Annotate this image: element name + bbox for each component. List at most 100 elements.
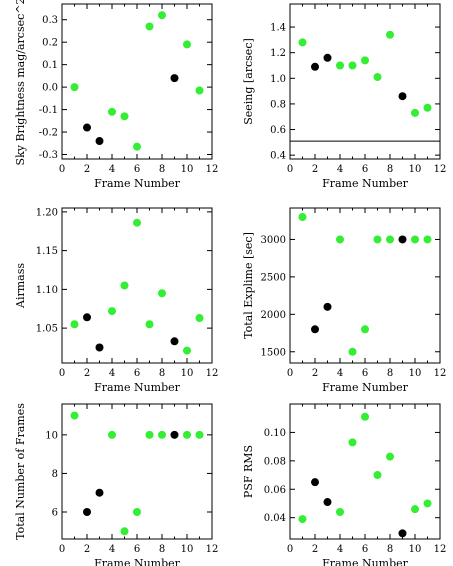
x-tick-label: 6 [134, 544, 140, 555]
x-axis-label: Frame Number [94, 557, 181, 566]
data-point [170, 337, 179, 346]
x-tick-label: 4 [109, 544, 115, 555]
data-point [311, 478, 319, 487]
x-tick-label: 6 [362, 164, 368, 175]
y-tick-label: 8 [52, 469, 58, 480]
x-tick-label: 2 [84, 544, 90, 555]
y-tick-label: 0.3 [42, 15, 58, 26]
y-axis-label: Seeing [arcsec] [242, 38, 255, 125]
y-tick-label: 0.2 [42, 38, 58, 49]
data-point [108, 307, 116, 316]
x-tick-label: 0 [59, 368, 65, 379]
y-tick-label: 0.06 [264, 485, 286, 496]
data-point [170, 74, 179, 83]
x-tick-label: 6 [362, 368, 368, 379]
data-point [83, 313, 91, 322]
data-point [386, 235, 394, 244]
x-tick-label: 8 [387, 368, 393, 379]
x-tick-label: 2 [312, 164, 318, 175]
x-tick-label: 12 [206, 544, 219, 555]
x-tick-label: 0 [287, 544, 293, 555]
y-tick-label: -0.1 [39, 105, 58, 116]
y-tick-label: 1.15 [36, 246, 58, 257]
data-point [336, 508, 344, 516]
data-point [195, 86, 204, 95]
y-tick-label: 1.05 [36, 324, 58, 335]
x-tick-label: 10 [409, 368, 422, 379]
y-axis-label: Sky Brightness mag/arcsec^2 [14, 0, 27, 165]
data-point [158, 289, 166, 298]
y-tick-label: 0.04 [264, 513, 286, 524]
data-point [348, 61, 357, 70]
x-tick-label: 2 [84, 368, 90, 379]
data-point [348, 347, 357, 356]
x-tick-label: 0 [287, 368, 293, 379]
data-point [120, 112, 129, 121]
plot-frame [289, 207, 441, 364]
y-axis-label: PSF RMS [242, 445, 255, 498]
x-tick-label: 6 [134, 368, 140, 379]
data-point [411, 235, 419, 244]
y-tick-label: -0.3 [39, 150, 58, 161]
data-point [133, 218, 141, 227]
data-point [95, 137, 104, 146]
x-tick-label: 10 [181, 164, 194, 175]
y-tick-label: 6 [52, 508, 58, 519]
y-tick-label: 0.1 [42, 60, 58, 71]
data-point [183, 40, 191, 49]
y-tick-label: 0.6 [270, 125, 286, 136]
x-tick-label: 12 [434, 368, 447, 379]
data-point [373, 235, 382, 244]
scatter-panel-1: 0 2 4 6 8 10 12 -0.3 -0.2 -0.1 0.0 0.1 0.2 0.3 Frame N… [14, 0, 218, 190]
data-point [423, 235, 432, 244]
data-point [108, 107, 116, 116]
x-axis-label: Frame Number [322, 381, 409, 394]
data-point [183, 430, 191, 439]
plot-frame [61, 3, 213, 160]
data-point [386, 452, 394, 461]
data-point [70, 320, 79, 329]
data-point [348, 438, 357, 447]
data-point [373, 471, 382, 480]
y-tick-label: -0.2 [39, 128, 58, 139]
data-point [323, 302, 332, 311]
data-point [298, 212, 307, 221]
data-point [183, 346, 191, 355]
data-point [158, 11, 166, 20]
y-tick-label: 1.2 [270, 48, 286, 59]
y-tick-label: 1500 [261, 347, 286, 358]
y-tick-label: 2000 [261, 310, 286, 321]
data-point [195, 430, 204, 439]
data-point [158, 430, 166, 439]
y-tick-label: 2500 [261, 272, 286, 283]
x-tick-label: 12 [206, 164, 219, 175]
data-point [323, 53, 332, 62]
x-tick-label: 4 [109, 368, 115, 379]
x-tick-label: 2 [312, 544, 318, 555]
data-point [83, 508, 91, 516]
y-tick-label: 1.20 [36, 207, 58, 218]
data-point [386, 30, 394, 39]
data-point [411, 108, 419, 117]
plot-frame [289, 403, 441, 540]
x-tick-label: 12 [206, 368, 219, 379]
plot-frame [289, 3, 441, 160]
x-tick-label: 8 [387, 544, 393, 555]
data-point [398, 92, 407, 101]
scatter-panel-6: 0 2 4 6 8 10 12 0.04 0.06 0.08 0.10 Frame Number PSF… [242, 403, 446, 566]
data-point [298, 515, 307, 524]
x-tick-label: 10 [409, 544, 422, 555]
data-point [398, 235, 407, 244]
x-tick-label: 8 [159, 164, 165, 175]
x-axis-label: Frame Number [322, 557, 409, 566]
x-tick-label: 0 [59, 164, 65, 175]
x-tick-label: 10 [181, 368, 194, 379]
data-point [298, 38, 307, 47]
data-point [398, 529, 407, 538]
data-point [423, 499, 432, 508]
x-tick-label: 8 [159, 544, 165, 555]
x-tick-label: 12 [434, 164, 447, 175]
data-point [336, 235, 344, 244]
